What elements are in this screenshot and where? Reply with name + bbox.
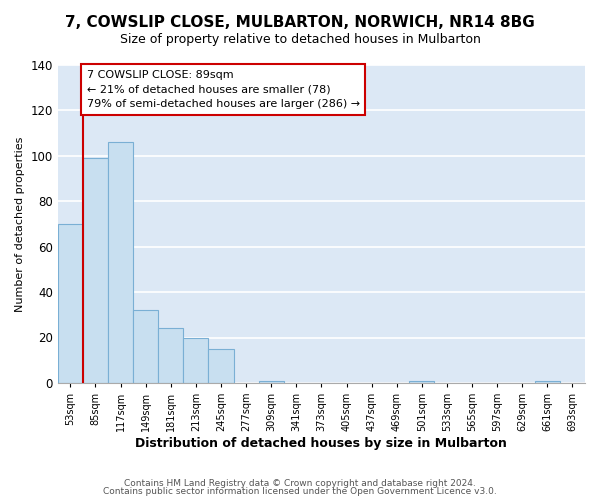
Bar: [409, 380, 434, 383]
Bar: [83, 158, 108, 383]
Bar: [108, 142, 133, 383]
Bar: [58, 224, 83, 383]
Bar: [535, 380, 560, 383]
Bar: [133, 310, 158, 383]
X-axis label: Distribution of detached houses by size in Mulbarton: Distribution of detached houses by size …: [136, 437, 508, 450]
Text: Size of property relative to detached houses in Mulbarton: Size of property relative to detached ho…: [119, 32, 481, 46]
Bar: [208, 349, 233, 383]
Bar: [184, 338, 208, 383]
Bar: [158, 328, 184, 383]
Bar: [259, 380, 284, 383]
Text: 7 COWSLIP CLOSE: 89sqm
← 21% of detached houses are smaller (78)
79% of semi-det: 7 COWSLIP CLOSE: 89sqm ← 21% of detached…: [86, 70, 360, 109]
Y-axis label: Number of detached properties: Number of detached properties: [15, 136, 25, 312]
Text: 7, COWSLIP CLOSE, MULBARTON, NORWICH, NR14 8BG: 7, COWSLIP CLOSE, MULBARTON, NORWICH, NR…: [65, 15, 535, 30]
Text: Contains public sector information licensed under the Open Government Licence v3: Contains public sector information licen…: [103, 487, 497, 496]
Text: Contains HM Land Registry data © Crown copyright and database right 2024.: Contains HM Land Registry data © Crown c…: [124, 478, 476, 488]
